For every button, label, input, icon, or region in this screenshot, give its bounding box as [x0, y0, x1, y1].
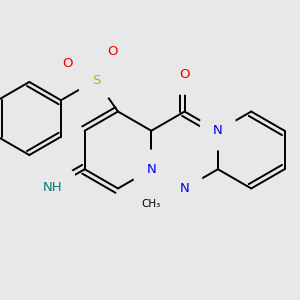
Text: O: O — [62, 57, 73, 70]
Text: CH₃: CH₃ — [142, 199, 161, 209]
Text: O: O — [107, 45, 118, 58]
Text: N: N — [180, 182, 190, 195]
Text: N: N — [213, 124, 223, 137]
Text: S: S — [92, 74, 100, 86]
Text: NH: NH — [43, 181, 63, 194]
Text: N: N — [146, 163, 156, 176]
Text: O: O — [179, 68, 190, 82]
